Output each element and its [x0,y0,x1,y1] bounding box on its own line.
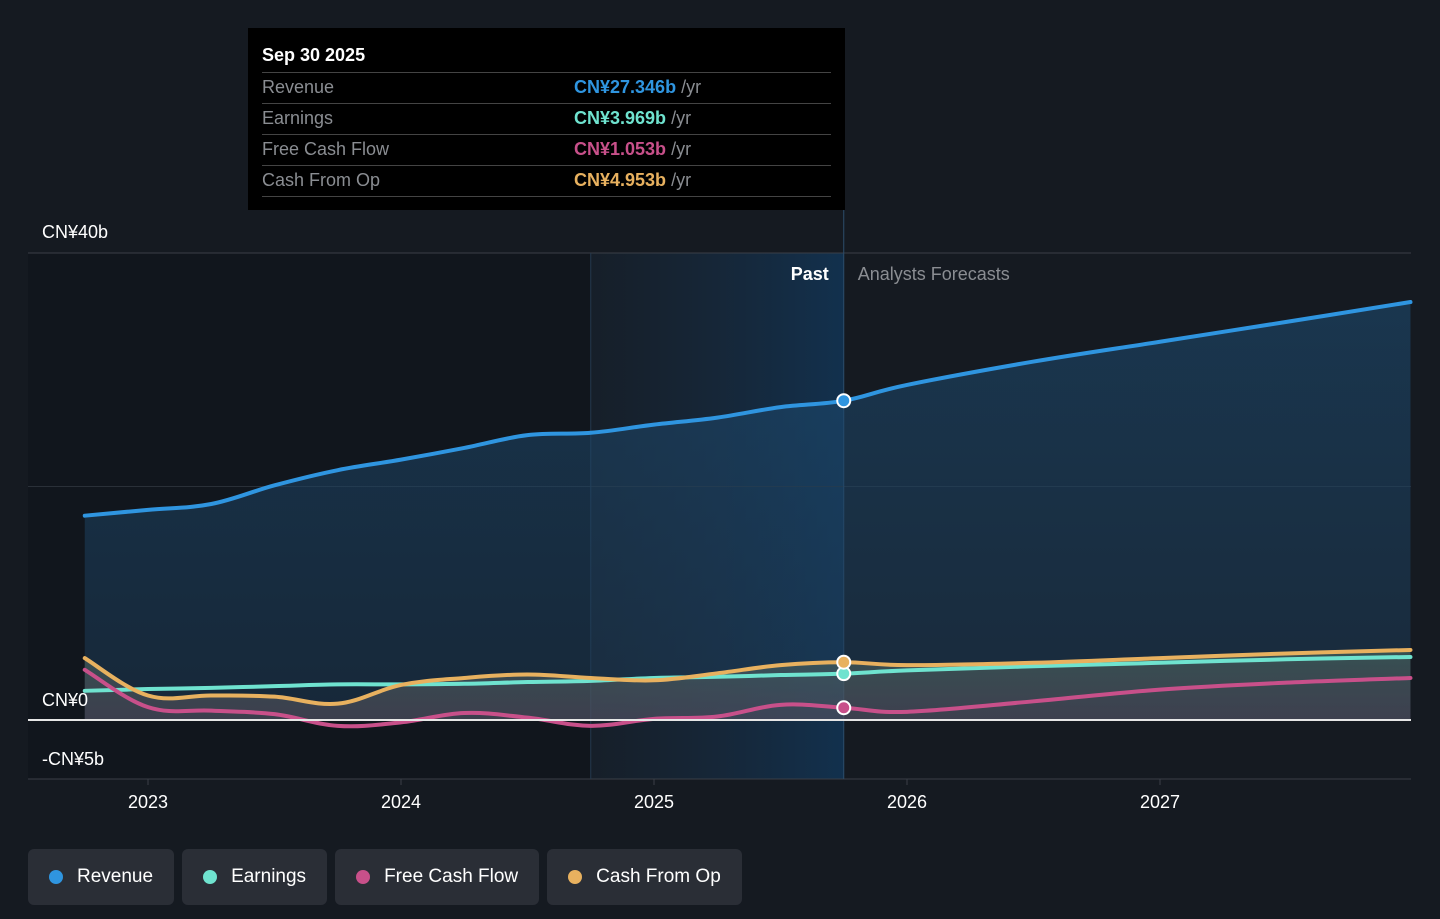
legend-dot-icon [568,870,583,884]
past-label: Past [791,264,829,284]
tooltip-value: CN¥3.969b [574,108,667,128]
legend-item-free-cash-flow[interactable]: Free Cash Flow [335,849,540,905]
x-axis: 2023 2024 2025 2026 2027 [128,779,1180,812]
free-cash-flow-line [82,667,1413,729]
legend-label: Free Cash Flow [384,866,519,887]
cashflow-area [84,649,1411,720]
y-tick-label: CN¥0 [42,690,88,710]
tooltip-value: CN¥27.346b [574,77,677,97]
y-tick-label: -CN¥5b [42,749,104,769]
forecast-label: Analysts Forecasts [858,264,1010,284]
tooltip-unit: /yr [671,170,692,190]
y-tick-label: CN¥40b [42,222,108,242]
tooltip-label: Revenue [262,77,335,97]
legend-label: Earnings [231,866,307,887]
tooltip: Sep 30 2025 Revenue CN¥27.346b /yr Earnin… [248,28,845,210]
x-tick-label: 2023 [128,792,168,812]
tooltip-unit: /yr [671,108,692,128]
legend-item-revenue[interactable]: Revenue [28,849,175,905]
tooltip-date: Sep 30 2025 [262,45,366,65]
tooltip-unit: /yr [681,77,702,97]
tooltip-label: Earnings [262,108,334,128]
x-tick-label: 2025 [634,792,674,812]
x-tick-label: 2026 [887,792,927,812]
x-tick-label: 2024 [381,792,421,812]
revenue-line [82,300,1413,518]
series-lines [28,300,1413,729]
y-axis: CN¥40b CN¥0 -CN¥5b [42,222,108,769]
free-cash-flow-hover-point [836,700,852,716]
x-tick-label: 2027 [1140,792,1180,812]
tooltip-row: Cash From Op CN¥4.953b /yr [262,165,831,197]
revenue-hover-point [836,393,852,409]
tooltip-unit: /yr [671,139,692,159]
legend-dot-icon [49,870,63,884]
tooltip-value: CN¥1.053b [574,139,667,159]
hover-markers [836,393,852,716]
legend-item-earnings[interactable]: Earnings [182,849,328,905]
tooltip-label: Cash From Op [262,170,381,190]
tooltip-value: CN¥4.953b [574,170,667,190]
revenue-area [84,302,1411,720]
cash-from-op-line [82,647,1413,707]
legend-item-cash-from-op[interactable]: Cash From Op [547,849,742,905]
tooltip-row: Free Cash Flow CN¥1.053b /yr [262,134,831,165]
tooltip-row: Earnings CN¥3.969b /yr [262,103,831,134]
area-fills [84,302,1411,720]
legend: Revenue Earnings Free Cash Flow Cash Fro… [28,849,742,905]
legend-dot-icon [356,870,371,884]
tooltip-label: Free Cash Flow [262,139,390,159]
legend-label: Revenue [77,866,154,887]
tooltip-row: Revenue CN¥27.346b /yr [262,72,831,103]
cash-from-op-hover-point [836,654,852,670]
legend-label: Cash From Op [596,866,721,887]
legend-dot-icon [203,870,218,884]
